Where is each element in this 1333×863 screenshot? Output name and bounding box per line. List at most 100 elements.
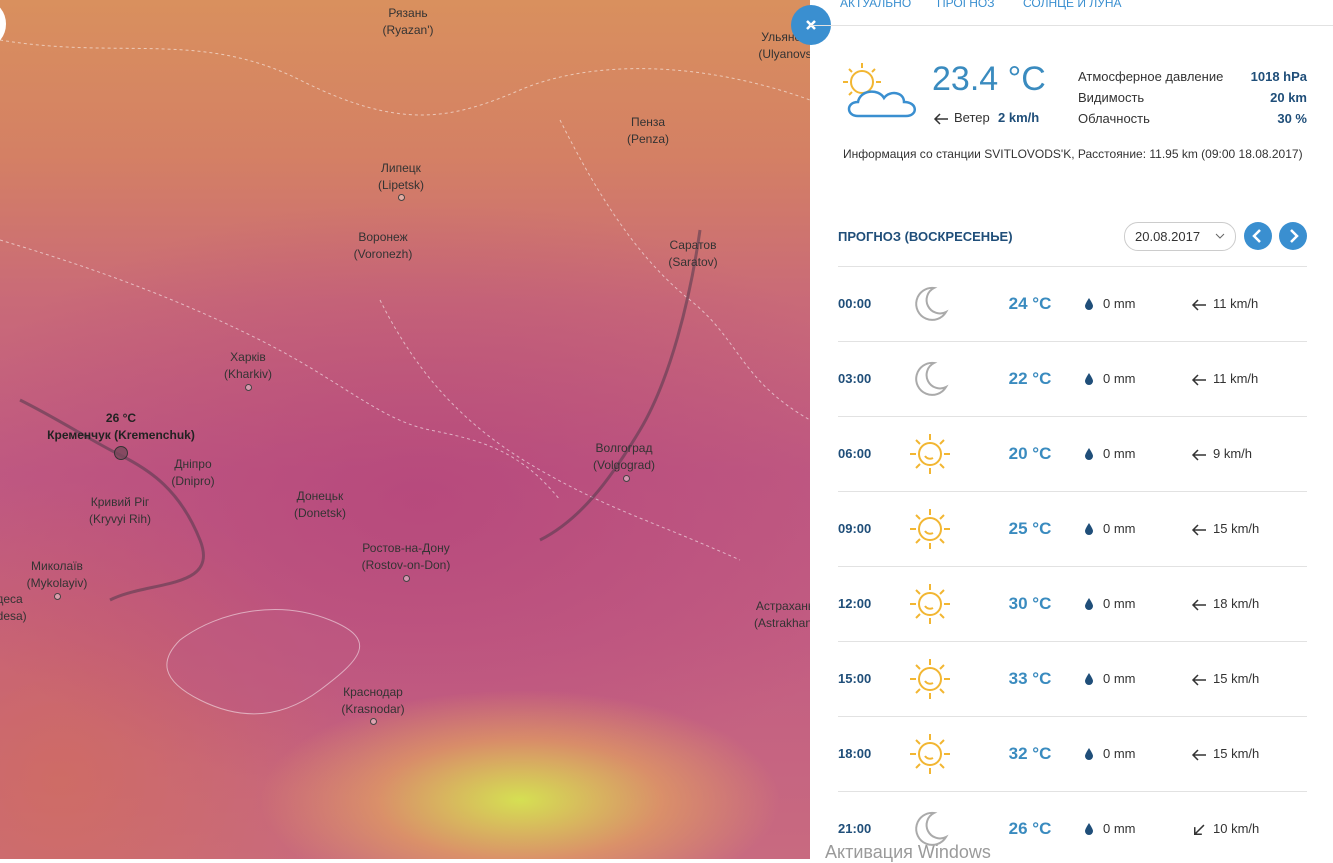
city-latin: (Kharkiv) (223, 367, 273, 381)
forecast-precip: 0 mm (1103, 821, 1136, 836)
city-label[interactable]: Рязань (Ryazan') (383, 5, 434, 39)
map-control[interactable] (0, 2, 6, 46)
tab-divider (810, 25, 1333, 26)
city-name: Дніпро (174, 457, 212, 471)
forecast-wind: 9 km/h (1213, 446, 1253, 461)
drop-icon (1085, 823, 1093, 835)
next-day-button[interactable] (1279, 222, 1307, 250)
city-dot[interactable] (403, 575, 410, 582)
wind-arrow (1191, 524, 1206, 536)
current-weather-icon (843, 63, 916, 118)
wind-arrow (1191, 449, 1206, 461)
city-name: Ростов-на-Дону (362, 541, 450, 555)
city-dot[interactable] (623, 475, 630, 482)
city-name: Липецк (381, 161, 421, 175)
next-icon (1290, 229, 1299, 243)
city-latin: (Ulyanovsk) (758, 47, 810, 61)
row-divider (838, 416, 1307, 417)
forecast-precip: 0 mm (1103, 521, 1136, 536)
city-label[interactable]: Астрахань (Astrakhan) (754, 598, 810, 632)
city-dot[interactable] (370, 718, 377, 725)
weather-icon (915, 361, 949, 396)
forecast-time: 12:00 (838, 596, 872, 611)
city-latin: (Ryazan') (382, 23, 434, 37)
city-latin: (Astrakhan) (753, 616, 810, 630)
tab[interactable]: ПРОГНОЗ (937, 0, 995, 10)
forecast-wind: 11 km/h (1213, 296, 1259, 311)
city-latin: (Mykolayiv) (26, 576, 88, 590)
forecast-wind: 11 km/h (1213, 371, 1259, 386)
date-value: 20.08.2017 (1135, 229, 1201, 244)
city-dot[interactable] (398, 194, 405, 201)
forecast-time: 21:00 (838, 821, 872, 836)
city-latin: (Krasnodar) (341, 702, 405, 716)
forecast-time: 00:00 (838, 296, 872, 311)
forecast-temp: 33 °C (1008, 669, 1052, 688)
city-label[interactable]: Пенза (Penza) (627, 114, 669, 148)
row-divider (838, 266, 1307, 267)
forecast-time: 18:00 (838, 746, 872, 761)
forecast-title: ПРОГНОЗ (ВОСКРЕСЕНЬЕ) (838, 229, 1013, 244)
forecast-wind: 18 km/h (1213, 596, 1260, 611)
map-overlay (0, 229, 741, 714)
city-latin: (Rostov-on-Don) (361, 558, 451, 572)
row-divider (838, 716, 1307, 717)
drop-icon (1085, 673, 1093, 685)
row-divider (838, 791, 1307, 792)
city-dot[interactable] (54, 593, 61, 600)
city-latin: (Dnipro) (171, 474, 215, 488)
map[interactable]: Рязань(Ryazan')Ульяновск(Ulyanovsk)Пенза… (0, 0, 810, 859)
city-name: Краснодар (343, 685, 403, 699)
forecast-precip: 0 mm (1103, 371, 1136, 386)
city-dot[interactable] (245, 384, 252, 391)
detail-value: 1018 hPa (1250, 69, 1307, 84)
forecast-precip: 0 mm (1103, 296, 1136, 311)
station-info: Информация со станции SVITLOVODS'K, Расс… (843, 147, 1303, 161)
row-divider (838, 641, 1307, 642)
tab[interactable]: АКТУАЛЬНО (840, 0, 912, 10)
detail-label: Облачность (1078, 111, 1150, 126)
city-label[interactable]: Краснодар (Krasnodar) (341, 684, 404, 718)
city-label[interactable]: Волгоград (Volgograd) (593, 440, 655, 474)
city-label[interactable]: Донецьк (Donetsk) (294, 488, 346, 522)
wind-value: 2 km/h (998, 110, 1040, 125)
weather-icon (910, 434, 950, 474)
forecast-time: 09:00 (838, 521, 872, 536)
city-label[interactable]: Миколаїв (Mykolayiv) (27, 558, 88, 592)
city-latin: (Volgograd) (592, 458, 656, 472)
weather-icon (910, 734, 950, 774)
city-latin: (Odesa) (0, 609, 27, 623)
forecast-time: 06:00 (838, 446, 872, 461)
city-name: Саратов (669, 238, 717, 252)
city-label[interactable]: Харків (Kharkiv) (224, 349, 272, 383)
marker-dot[interactable] (114, 446, 128, 460)
prev-day-button[interactable] (1244, 222, 1272, 250)
border (0, 239, 561, 501)
date-select[interactable]: 20.08.2017 (1124, 222, 1236, 251)
city-name: Волгоград (595, 441, 653, 455)
current-temp: 23.4 °C (932, 60, 1046, 98)
city-label[interactable]: Воронеж (Voronezh) (354, 229, 413, 263)
weather-icon (915, 811, 949, 846)
weather-icon (910, 659, 950, 699)
wind-arrow (1191, 599, 1206, 611)
city-label[interactable]: Дніпро (Dnipro) (171, 456, 214, 490)
drop-icon (1085, 448, 1093, 460)
os-watermark: Активация Windows (825, 842, 991, 862)
detail-label: Видимость (1078, 90, 1145, 105)
city-label[interactable]: Липецк (Lipetsk) (378, 160, 424, 194)
dropdown-chevron (1215, 233, 1225, 239)
drop-icon (1085, 373, 1093, 385)
forecast-precip: 0 mm (1103, 746, 1136, 761)
tab[interactable]: СОЛНЦЕ И ЛУНА (1023, 0, 1122, 10)
city-label[interactable]: Саратов (Saratov) (668, 237, 717, 271)
city-name: Одеса (0, 592, 23, 606)
wind-arrow (1191, 749, 1206, 761)
border (379, 299, 741, 561)
city-label[interactable]: Кривий Ріг (Kryvyi Rih) (89, 494, 151, 528)
city-label[interactable]: Ростов-на-Дону (Rostov-on-Don) (362, 540, 451, 574)
city-latin: (Penza) (626, 132, 670, 146)
drop-icon (1085, 748, 1093, 760)
city-label[interactable]: Одеса (Odesa) (0, 591, 27, 625)
city-name: Воронеж (358, 230, 408, 244)
